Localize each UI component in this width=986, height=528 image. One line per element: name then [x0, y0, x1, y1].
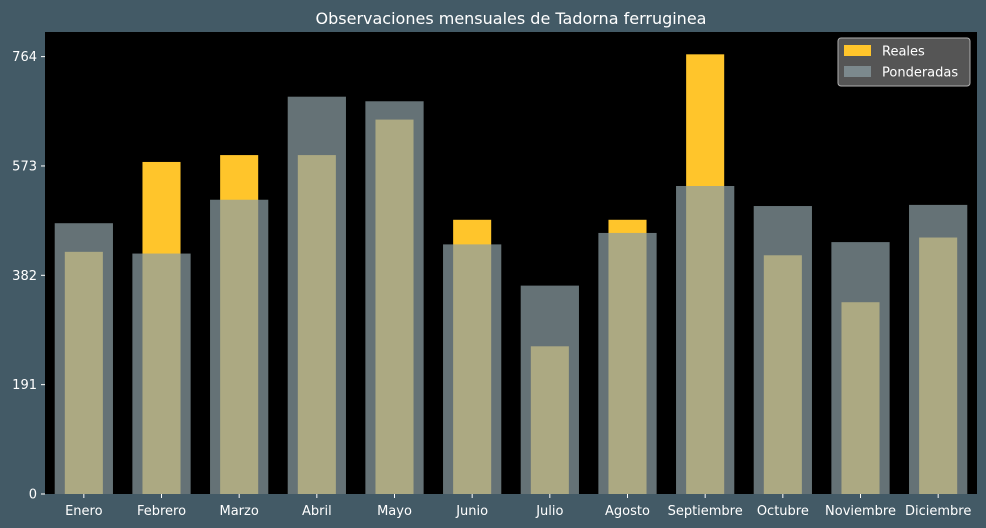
y-tick-label: 382 [12, 269, 37, 284]
legend: Reales Ponderadas [837, 37, 971, 87]
bar-ponderadas-abril [287, 96, 346, 494]
y-tick-label: 191 [12, 378, 37, 393]
bar-ponderadas-septiembre [676, 186, 735, 494]
x-tick-label: Mayo [377, 504, 412, 519]
x-tick-label: Septiembre [668, 504, 743, 519]
legend-swatch-reales [844, 45, 871, 56]
bar-ponderadas-julio [520, 285, 579, 494]
legend-label-ponderadas: Ponderadas [882, 66, 958, 81]
x-tick-label: Diciembre [905, 504, 971, 519]
bar-ponderadas-febrero [132, 253, 191, 494]
x-tick-label: Marzo [220, 504, 259, 519]
legend-label-reales: Reales [882, 45, 925, 60]
bar-ponderadas-junio [443, 244, 502, 494]
x-tick-label: Abril [302, 504, 332, 519]
y-tick-label: 573 [12, 159, 37, 174]
chart-title: Observaciones mensuales de Tadorna ferru… [316, 9, 707, 28]
x-tick-label: Febrero [137, 504, 186, 519]
x-tick-label: Enero [65, 504, 103, 519]
x-tick-label: Julio [535, 504, 563, 519]
y-tick-label: 0 [29, 488, 37, 503]
axes: Enero Febrero Marzo Abril Mayo Junio Julio Agos… [12, 50, 971, 519]
plot-area [45, 32, 977, 494]
x-tick-label: Agosto [605, 504, 650, 519]
bar-ponderadas-agosto [598, 232, 657, 494]
bar-ponderadas-mayo [365, 101, 424, 495]
x-tick-label: Noviembre [825, 504, 896, 519]
x-tick-label: Junio [455, 504, 488, 519]
legend-swatch-ponderadas [844, 66, 871, 77]
bars-layer [54, 54, 968, 495]
x-tick-label: Octubre [757, 504, 809, 519]
y-tick-label: 764 [12, 50, 37, 65]
bar-ponderadas-enero [54, 223, 113, 494]
bar-ponderadas-octubre [753, 206, 812, 494]
bar-ponderadas-diciembre [909, 204, 968, 494]
bar-ponderadas-noviembre [831, 242, 890, 494]
bar-ponderadas-marzo [210, 199, 269, 494]
